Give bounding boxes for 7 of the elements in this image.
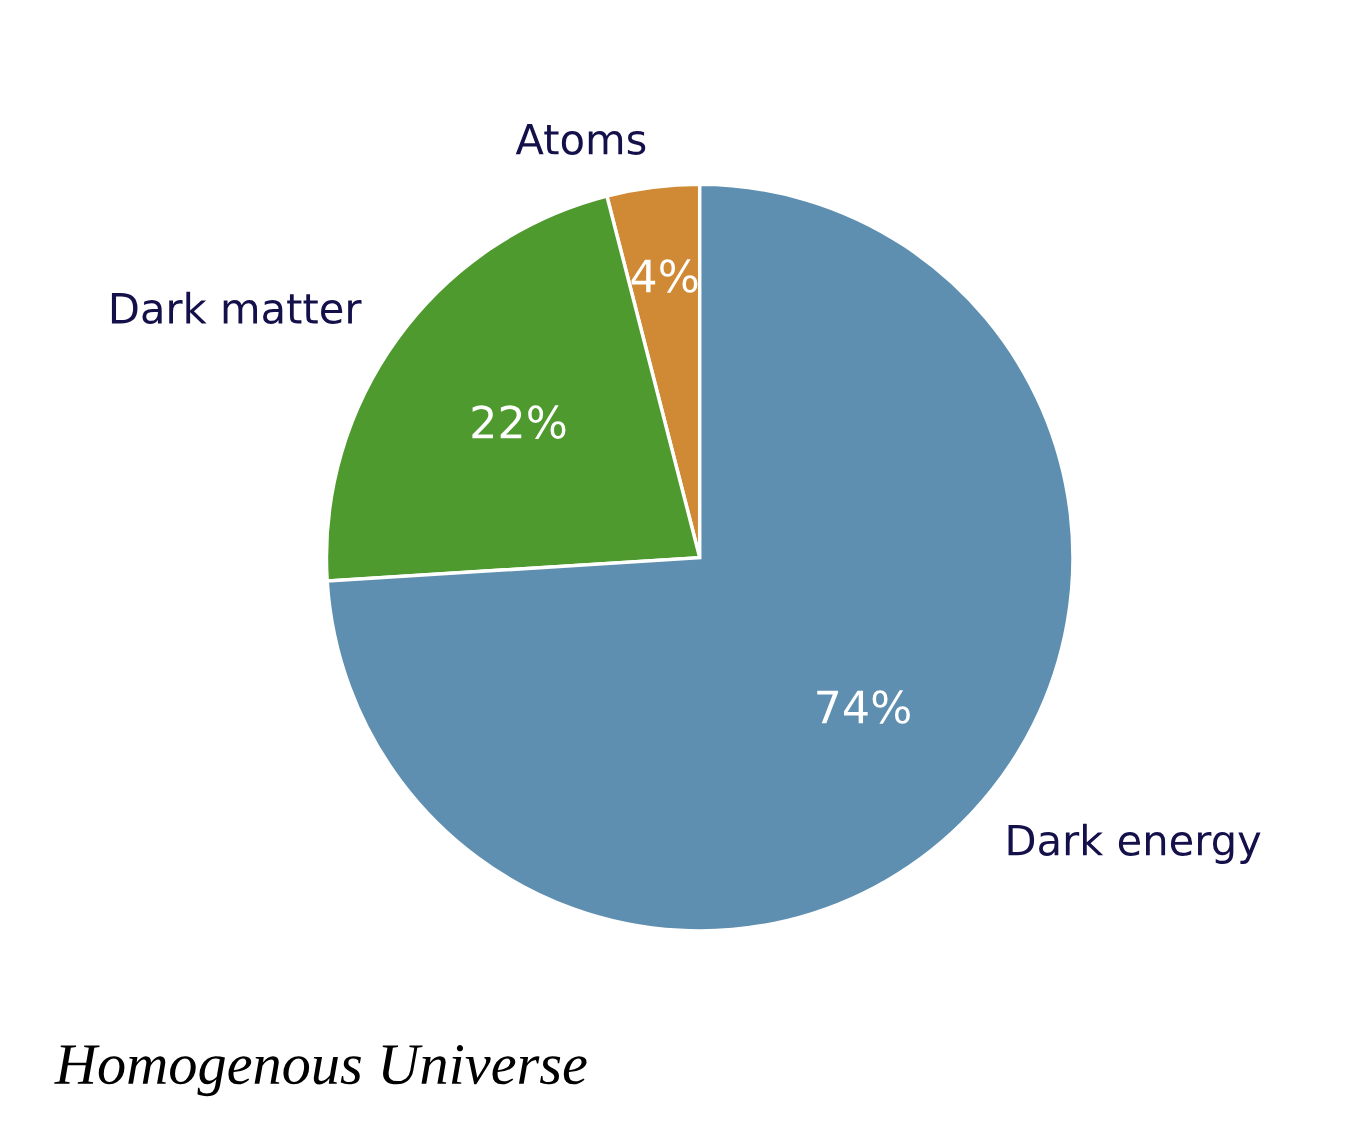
slice-label: Atoms [515, 123, 646, 155]
data-label: 4% [631, 259, 698, 293]
data-label: 74% [817, 690, 910, 724]
slice-label: Dark energy [1008, 823, 1261, 864]
text: Homogenous Universe [54, 1045, 587, 1097]
slice-label: Dark matter [111, 291, 362, 324]
data-label: 22% [472, 405, 566, 439]
